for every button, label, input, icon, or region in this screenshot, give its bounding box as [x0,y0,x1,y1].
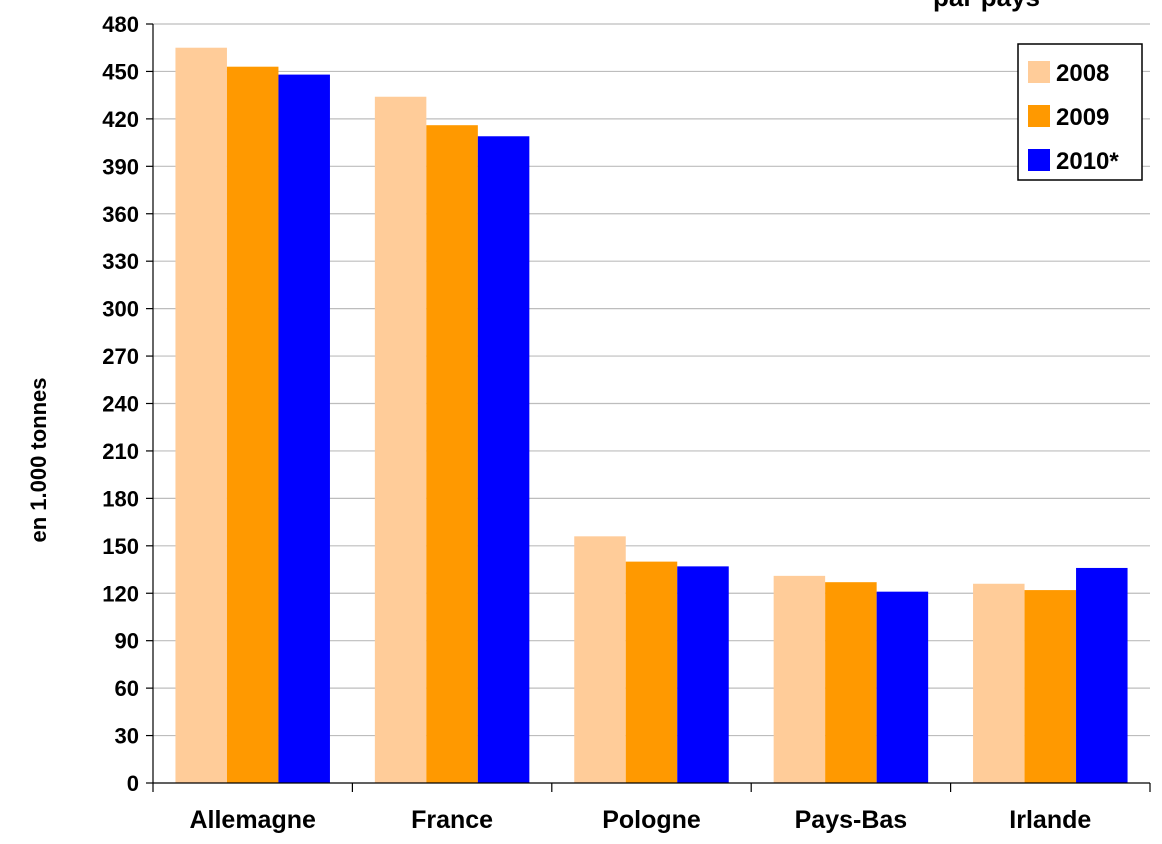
bar-2009-paysbas [825,582,877,783]
y-tick-label: 360 [102,202,139,227]
category-label: France [411,806,493,834]
y-tick-label: 0 [127,771,139,796]
bar-2009-allemagne [226,66,279,784]
y-tick-label: 450 [102,59,139,84]
bar-2008-france [374,96,427,784]
legend: 2008 2009 2010* [1017,43,1143,181]
bar-2009-irlande [1024,590,1077,783]
y-tick-label: 120 [102,581,139,606]
axes [146,23,1151,792]
y-tick-label: 30 [115,724,139,749]
bar-2010-paysbas [876,591,929,783]
bars [175,47,1128,784]
legend-swatch [1028,61,1050,83]
category-label: Pologne [602,806,701,834]
y-tick-label: 210 [102,439,139,464]
y-tick-label: 60 [115,676,139,701]
category-label: Allemagne [189,806,316,834]
y-tick-label: 420 [102,107,139,132]
category-labels: Allemagne France Pologne Pays-Bas Irlande [189,806,1091,834]
y-tick-label: 180 [102,486,139,511]
legend-label: 2010* [1056,148,1119,175]
chart-title: par pays [933,0,1040,12]
y-tick-label: 150 [102,534,139,559]
bar-2008-paysbas [773,575,826,783]
bar-2009-france [426,125,478,783]
y-tick-label: 240 [102,392,139,417]
legend-swatch [1028,149,1050,171]
category-label: Pays-Bas [795,806,908,834]
bar-2008-irlande [973,583,1025,783]
bar-2010-france [477,136,530,784]
bar-2010-allemagne [278,74,330,784]
bar-2010-irlande [1076,567,1128,783]
bar-2009-pologne [625,561,678,783]
category-label: Irlande [1009,806,1091,834]
legend-swatch [1028,105,1050,127]
y-tick-label: 390 [102,154,139,179]
y-tick-label: 330 [102,249,139,274]
legend-label: 2009 [1056,104,1109,131]
legend-label: 2008 [1056,60,1109,87]
y-axis-title: en 1.000 tonnes [26,377,51,542]
bar-2008-pologne [574,536,626,783]
bar-2008-allemagne [175,47,227,783]
bar-2010-pologne [677,566,729,783]
y-tick-label: 480 [102,12,139,37]
y-tick-label: 90 [115,629,139,654]
y-tick-label: 300 [102,297,139,322]
y-tick-labels: 0 30 60 90 120 150 180 210 240 270 300 330 360 390 420… [102,12,139,796]
y-tick-label: 270 [102,344,139,369]
